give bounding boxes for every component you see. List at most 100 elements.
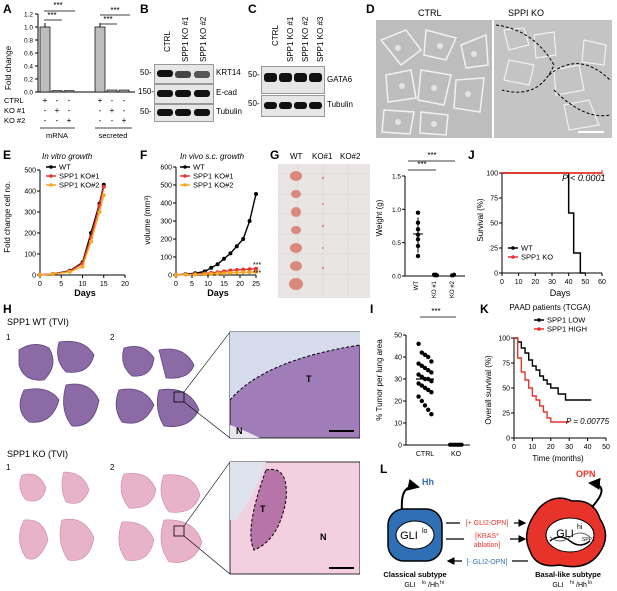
panel-letter-h: H xyxy=(3,302,12,316)
a-group-mrna: mRNA xyxy=(46,131,68,140)
b-tubulin-blot xyxy=(154,104,214,122)
l-basal-hh: /Hh xyxy=(576,582,587,589)
g-weight-plot: Weight (g) 0.00.51.01.5WT KO #1 KO #2 *** … xyxy=(375,151,465,298)
k-series-high xyxy=(514,337,570,423)
h-wt-n1: 1 xyxy=(6,333,11,342)
panel-letter-j: J xyxy=(468,148,475,162)
panel-letter-f: F xyxy=(140,148,148,162)
j-ytick-label: 25 xyxy=(490,246,498,253)
a-bar xyxy=(51,90,63,93)
f-series-wt-point xyxy=(215,262,220,267)
g-tumour-photo xyxy=(278,164,370,298)
i-xtick-label: CTRL xyxy=(416,451,434,458)
a-sig-2: *** xyxy=(47,11,56,20)
f-series-ko2-point xyxy=(234,270,239,275)
k-ylabel: Overall survival (%) xyxy=(484,355,493,425)
j-ytick-label: 100 xyxy=(486,171,498,178)
i-dot-ko xyxy=(459,442,464,447)
b-mw-2: 150- xyxy=(138,87,155,96)
a-ytick-label: 1.0 xyxy=(24,25,33,32)
g-col-ko2: KO#2 xyxy=(340,152,361,161)
f-legend-marker xyxy=(183,165,187,169)
j-series-wt xyxy=(502,172,586,274)
panel-letter-c: C xyxy=(248,2,257,16)
i-dot-ctrl xyxy=(429,359,434,364)
e-series-ko2 xyxy=(39,195,105,276)
f-xtick-label: 0 xyxy=(174,281,178,288)
b-mw-3: 50- xyxy=(140,107,152,116)
a-mark: + xyxy=(43,96,48,105)
b-krt14-blot xyxy=(154,64,214,84)
i-dot-ctrl xyxy=(429,412,434,417)
k-pvalue: P = 0.00775 xyxy=(566,417,610,426)
c-mw-1: 50- xyxy=(248,70,260,79)
a-mark: - xyxy=(56,116,59,125)
panel-letter-k: K xyxy=(480,302,489,316)
l-basal-sup2: lo xyxy=(588,580,592,586)
i-ytick-label: 20 xyxy=(394,399,402,406)
j-legend-marker xyxy=(511,255,515,259)
b-protein-krt14: KRT14 xyxy=(216,68,241,77)
k-xlabel: Time (months) xyxy=(532,454,584,463)
l-classical-sup2: hi xyxy=(440,580,444,586)
i-ytick-label: 10 xyxy=(394,421,402,428)
f-xtick-label: 15 xyxy=(220,281,228,288)
a-sig-3: *** xyxy=(110,6,119,15)
f-ylabel: volume (mm³) xyxy=(143,195,152,245)
i-ytick-label: 0 xyxy=(398,443,402,450)
g-dot-ko1 xyxy=(435,273,439,278)
a-ytick-label: 0.8 xyxy=(24,38,33,45)
k-legend-marker xyxy=(537,327,541,331)
a-mark: - xyxy=(111,96,114,105)
k-xtick-label: 40 xyxy=(584,444,592,451)
b-mw-1: 50- xyxy=(140,68,152,77)
i-dot-ctrl xyxy=(422,385,428,390)
i-dot-ctrl xyxy=(426,354,431,360)
j-pvalue: P < 0.0001 xyxy=(562,173,605,183)
panel-letter-a: A xyxy=(3,2,12,16)
g-ytick-label: 1.5 xyxy=(392,174,401,181)
f-series-ko1-point xyxy=(254,266,258,271)
e-xtick-label: 5 xyxy=(59,281,63,288)
f-series-wt-point xyxy=(247,219,252,223)
h-wt-n: N xyxy=(236,426,243,436)
a-mark: - xyxy=(123,106,126,115)
f-sig-1: *** xyxy=(253,262,261,269)
g-xtick-label: KO #1 xyxy=(432,280,438,298)
k-legend-label: SPP1 LOW xyxy=(547,316,586,325)
a-sig-1: *** xyxy=(53,1,62,10)
a-mark: - xyxy=(68,106,71,115)
e-ytick-label: 0 xyxy=(32,273,36,280)
panel-b-blot: CTRL SPP1 KO #1 SPP1 KO #2 50- 150- 50- … xyxy=(138,0,248,145)
i-dot-ctrl xyxy=(429,390,434,395)
a-bar xyxy=(118,89,130,93)
f-series-ko2-point xyxy=(228,270,233,275)
g-xtick-label: KO #2 xyxy=(450,280,456,298)
i-dot-ctrl xyxy=(416,341,421,346)
j-xtick-label: 0 xyxy=(500,279,504,286)
f-series-ko1-point xyxy=(247,267,252,272)
e-xtick-label: 15 xyxy=(100,281,108,288)
a-row-ctrl: CTRL xyxy=(4,96,24,105)
panel-letter-l: L xyxy=(380,462,388,476)
j-ylabel: Survival (%) xyxy=(476,198,485,241)
f-series-wt-point xyxy=(241,237,246,241)
c-protein-gata6: GATA6 xyxy=(327,75,353,84)
a-mark: + xyxy=(98,96,103,105)
f-sig-2: *** xyxy=(253,270,261,277)
j-ytick-label: 50 xyxy=(490,221,498,228)
f-xtick-label: 20 xyxy=(236,281,244,288)
c-lane-ctrl: CTRL xyxy=(271,25,280,46)
f-ytick-label: 200 xyxy=(160,237,172,244)
a-ytick-label: 1.2 xyxy=(24,12,33,19)
panel-letter-e: E xyxy=(3,148,12,162)
g-dot-ko2 xyxy=(452,272,456,277)
e-series-ko2-point xyxy=(80,264,85,269)
i-sig: *** xyxy=(431,307,440,316)
l-classical: Classical subtype xyxy=(383,570,446,579)
h-ko-n1: 1 xyxy=(6,463,11,472)
c-lane-ko1: SPP1 KO #1 xyxy=(286,16,295,62)
h-ko-n2: 2 xyxy=(110,463,115,472)
a-mark: + xyxy=(55,106,60,115)
k-xtick-label: 10 xyxy=(529,444,537,451)
